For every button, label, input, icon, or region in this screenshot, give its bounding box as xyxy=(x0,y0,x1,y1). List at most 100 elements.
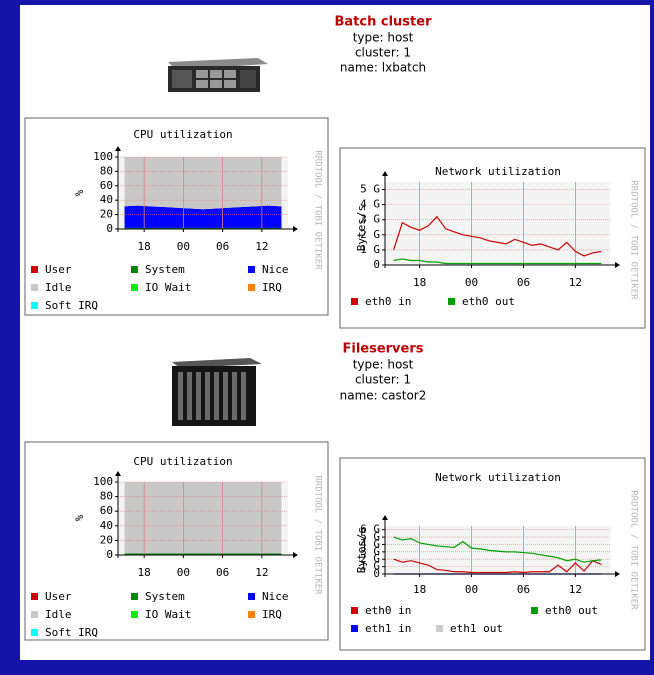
plot-area xyxy=(385,182,610,265)
legend-label: Soft IRQ xyxy=(45,299,98,312)
legend-swatch xyxy=(31,629,38,636)
legend-label: Nice xyxy=(262,263,289,276)
legend-swatch xyxy=(351,625,358,632)
area xyxy=(125,482,282,554)
cluster-name[interactable]: Batch cluster xyxy=(335,15,433,30)
y-tick-label: 80 xyxy=(100,490,113,503)
legend-label: IO Wait xyxy=(145,608,191,621)
legend-label: eth0 in xyxy=(365,295,411,308)
legend-label: Idle xyxy=(45,608,72,621)
y-tick-label: 40 xyxy=(100,519,113,532)
y-tick-label: 60 xyxy=(100,179,113,192)
y-tick-label: 100 xyxy=(93,475,113,488)
x-tick-label: 06 xyxy=(517,276,530,289)
legend-swatch xyxy=(248,611,255,618)
legend-label: eth0 in xyxy=(365,604,411,617)
y-tick-label: 2 G xyxy=(360,228,380,241)
x-tick-label: 18 xyxy=(413,583,426,596)
page: {"clusters": [ {"name": "Batch cluster",… xyxy=(0,0,654,675)
x-tick-label: 12 xyxy=(569,583,582,596)
legend-swatch xyxy=(31,302,38,309)
legend-swatch xyxy=(131,284,138,291)
y-tick-label: 1 G xyxy=(360,243,380,256)
x-tick-label: 00 xyxy=(177,240,190,253)
x-tick-label: 12 xyxy=(255,240,268,253)
y-tick-label: 0 xyxy=(106,222,113,235)
y-tick-label: 60 xyxy=(100,504,113,517)
watermark: RRDTOOL / TOBI OETIKER xyxy=(313,475,323,595)
legend-label: System xyxy=(145,590,185,603)
legend-swatch xyxy=(31,593,38,600)
y-tick-label: 100 xyxy=(93,150,113,163)
legend-label: eth1 out xyxy=(450,622,503,635)
watermark: RRDTOOL / TOBI OETIKER xyxy=(313,150,323,270)
y-tick-label: 5 G xyxy=(360,183,380,196)
x-tick-label: 00 xyxy=(465,276,478,289)
x-tick-label: 06 xyxy=(216,240,229,253)
y-tick-label: 0 xyxy=(106,548,113,561)
x-tick-label: 12 xyxy=(569,276,582,289)
legend-label: System xyxy=(145,263,185,276)
legend-label: Idle xyxy=(45,281,72,294)
chart-title: Network utilization xyxy=(435,165,561,178)
legend-swatch xyxy=(448,298,455,305)
slide: Batch cluster type: host cluster: 1 name… xyxy=(0,0,654,675)
x-tick-label: 18 xyxy=(413,276,426,289)
legend-label: eth1 in xyxy=(365,622,411,635)
legend-swatch xyxy=(31,266,38,273)
cluster-id: cluster: 1 xyxy=(355,373,411,387)
chart-title: CPU utilization xyxy=(133,455,232,468)
legend-label: IO Wait xyxy=(145,281,191,294)
y-axis-label: % xyxy=(73,189,86,196)
y-tick-label: 3 G xyxy=(360,213,380,226)
y-tick-label: 20 xyxy=(100,533,113,546)
y-tick-label: 20 xyxy=(100,208,113,221)
cluster-host: name: lxbatch xyxy=(340,61,426,75)
x-tick-label: 06 xyxy=(517,583,530,596)
x-tick-label: 00 xyxy=(465,583,478,596)
legend-swatch xyxy=(131,593,138,600)
x-tick-label: 18 xyxy=(138,240,151,253)
area xyxy=(125,554,282,555)
legend-label: IRQ xyxy=(262,608,282,621)
server-icon xyxy=(168,58,268,92)
legend-label: eth0 out xyxy=(545,604,598,617)
cluster-id: cluster: 1 xyxy=(355,46,411,60)
y-tick-label: 80 xyxy=(100,164,113,177)
legend-swatch xyxy=(31,284,38,291)
watermark: RRDTOOL / TOBI OETIKER xyxy=(629,490,639,610)
legend-swatch xyxy=(131,266,138,273)
legend-swatch xyxy=(436,625,443,632)
cluster-type: type: host xyxy=(353,31,414,45)
legend-swatch xyxy=(351,607,358,614)
legend-label: IRQ xyxy=(262,281,282,294)
x-tick-label: 06 xyxy=(216,566,229,579)
y-tick-label: 40 xyxy=(100,193,113,206)
y-axis-label: % xyxy=(73,514,86,521)
legend-label: Soft IRQ xyxy=(45,626,98,639)
watermark: RRDTOOL / TOBI OETIKER xyxy=(629,180,639,300)
x-tick-label: 00 xyxy=(177,566,190,579)
chart-title: Network utilization xyxy=(435,471,561,484)
legend-label: User xyxy=(45,590,72,603)
cluster-name[interactable]: Fileservers xyxy=(342,342,423,357)
chart-title: CPU utilization xyxy=(133,128,232,141)
cluster-type: type: host xyxy=(353,358,414,372)
legend-swatch xyxy=(351,298,358,305)
x-tick-label: 12 xyxy=(255,566,268,579)
cluster-host: name: castor2 xyxy=(340,389,427,403)
y-tick-label: 0 xyxy=(373,258,380,271)
y-tick-label: 6 G xyxy=(360,523,380,536)
legend-swatch xyxy=(31,611,38,618)
blade-icon xyxy=(172,358,262,426)
legend-swatch xyxy=(248,284,255,291)
legend-swatch xyxy=(248,266,255,273)
area xyxy=(125,157,282,209)
legend-swatch xyxy=(248,593,255,600)
legend-swatch xyxy=(531,607,538,614)
legend-label: eth0 out xyxy=(462,295,515,308)
legend-label: Nice xyxy=(262,590,289,603)
y-tick-label: 4 G xyxy=(360,198,380,211)
legend-label: User xyxy=(45,263,72,276)
x-tick-label: 18 xyxy=(138,566,151,579)
